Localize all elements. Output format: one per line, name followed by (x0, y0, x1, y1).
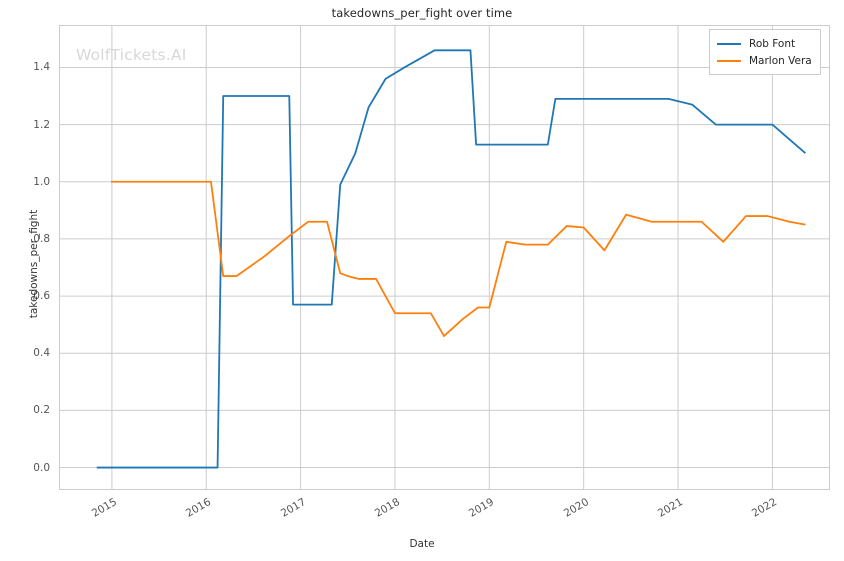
plot-area: WolfTickets.AI (59, 25, 830, 490)
chart-legend: Rob Font Marlon Vera (709, 29, 821, 75)
y-tick-label: 0.0 (33, 461, 50, 474)
y-tick-label: 0.2 (33, 404, 50, 417)
y-tick-label: 0.6 (33, 290, 50, 303)
series-line-marlon-vera (110, 180, 806, 338)
plot-svg (60, 26, 829, 489)
y-tick-label: 0.8 (33, 232, 50, 245)
legend-item[interactable]: Marlon Vera (717, 52, 812, 69)
legend-label: Rob Font (749, 37, 796, 50)
legend-color-swatch (717, 42, 741, 45)
legend-color-swatch (717, 59, 741, 62)
chart-title: takedowns_per_fight over time (331, 6, 513, 20)
y-tick-label: 1.2 (33, 118, 50, 131)
legend-item[interactable]: Rob Font (717, 35, 812, 52)
y-tick-label: 0.4 (33, 347, 50, 360)
y-tick-label: 1.0 (33, 175, 50, 188)
y-axis-label: takedowns_per_fight (28, 209, 40, 319)
y-tick-label: 1.4 (33, 61, 50, 74)
legend-label: Marlon Vera (749, 54, 812, 67)
x-axis-label: Date (409, 538, 435, 550)
series-line-rob-font (96, 49, 806, 469)
series-lines (96, 49, 806, 469)
